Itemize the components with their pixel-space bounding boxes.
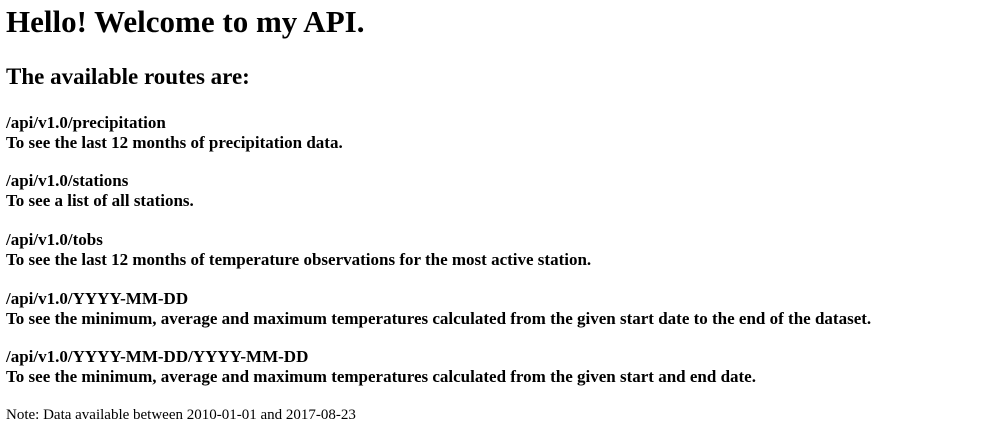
route-start-end-date: /api/v1.0/YYYY-MM-DD/YYYY-MM-DD To see t…: [6, 347, 756, 387]
route-path: /api/v1.0/YYYY-MM-DD/YYYY-MM-DD: [6, 347, 309, 366]
route-tobs: /api/v1.0/tobs To see the last 12 months…: [6, 230, 591, 270]
route-precipitation: /api/v1.0/precipitation To see the last …: [6, 113, 343, 153]
route-description: To see the minimum, average and maximum …: [6, 309, 872, 328]
route-path: /api/v1.0/stations: [6, 171, 129, 190]
route-description: To see the last 12 months of precipitati…: [6, 133, 343, 152]
route-path: /api/v1.0/precipitation: [6, 113, 166, 132]
route-path: /api/v1.0/YYYY-MM-DD: [6, 289, 189, 308]
route-description: To see the minimum, average and maximum …: [6, 367, 756, 386]
route-description: To see a list of all stations.: [6, 191, 194, 210]
route-description: To see the last 12 months of temperature…: [6, 250, 592, 269]
route-start-date: /api/v1.0/YYYY-MM-DD To see the minimum,…: [6, 289, 871, 329]
route-stations: /api/v1.0/stations To see a list of all …: [6, 171, 194, 211]
page-title: Hello! Welcome to my API.: [6, 4, 365, 39]
data-availability-note: Note: Data available between 2010-01-01 …: [6, 407, 356, 423]
route-path: /api/v1.0/tobs: [6, 230, 103, 249]
routes-heading: The available routes are:: [6, 64, 250, 89]
